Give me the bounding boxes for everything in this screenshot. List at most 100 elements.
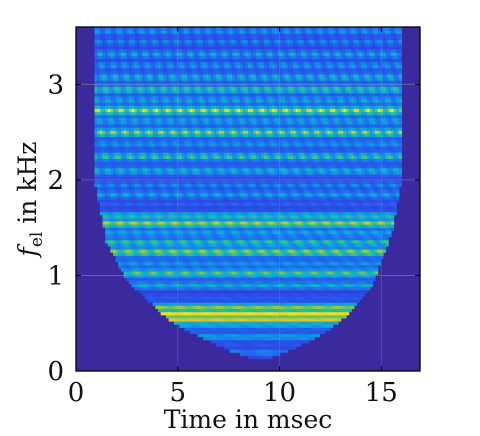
heatmap-cell — [226, 205, 231, 209]
heatmap-cell — [203, 224, 207, 228]
heatmap-cell — [226, 152, 231, 156]
heatmap-cell — [110, 123, 114, 128]
heatmap-cell — [128, 205, 133, 209]
heatmap-cell — [237, 55, 241, 59]
heatmap-cell — [179, 252, 183, 256]
heatmap-cell — [195, 67, 199, 72]
heatmap-cell — [208, 199, 212, 203]
heatmap-cell — [123, 123, 127, 128]
heatmap-cell — [216, 58, 220, 62]
heatmap-cell — [213, 105, 217, 109]
heatmap-cell — [224, 33, 228, 37]
heatmap-cell — [139, 211, 143, 216]
heatmap-cell — [136, 36, 141, 41]
heatmap-cell — [107, 155, 111, 159]
heatmap-cell — [210, 161, 215, 166]
heatmap-cell — [234, 252, 239, 256]
heatmap-cell — [208, 80, 212, 84]
heatmap-cell — [197, 152, 201, 156]
heatmap-cell — [176, 139, 180, 144]
heatmap-cell — [181, 67, 186, 72]
heatmap-cell — [229, 224, 233, 228]
heatmap-cell — [203, 299, 207, 303]
heatmap-cell — [155, 167, 159, 172]
heatmap-cell — [224, 73, 228, 78]
heatmap-cell — [216, 239, 220, 244]
heatmap-cell — [123, 70, 127, 75]
heatmap-cell — [97, 58, 101, 62]
heatmap-cell — [205, 199, 209, 203]
heatmap-cell — [158, 89, 162, 94]
heatmap-cell — [179, 199, 183, 203]
heatmap-cell — [197, 155, 201, 159]
heatmap-cell — [165, 114, 170, 119]
heatmap-cell — [134, 48, 138, 53]
heatmap-cell — [160, 108, 164, 113]
heatmap-cell — [216, 327, 220, 331]
heatmap-cell — [189, 274, 194, 278]
heatmap-cell — [226, 42, 231, 47]
heatmap-cell — [203, 242, 207, 247]
heatmap-cell — [163, 70, 167, 75]
heatmap-cell — [163, 214, 167, 219]
heatmap-cell — [208, 195, 212, 200]
heatmap-cell — [150, 252, 154, 256]
heatmap-cell — [115, 195, 119, 200]
heatmap-cell — [232, 95, 236, 100]
heatmap-cell — [134, 195, 138, 200]
heatmap-cell — [200, 117, 204, 122]
heatmap-cell — [187, 170, 191, 175]
heatmap-cell — [176, 73, 180, 78]
heatmap-cell — [134, 258, 138, 263]
heatmap-cell — [200, 239, 204, 244]
heatmap-cell — [226, 195, 231, 200]
heatmap-cell — [221, 136, 225, 141]
heatmap-cell — [102, 183, 106, 188]
heatmap-cell — [97, 111, 101, 116]
heatmap-cell — [184, 177, 188, 181]
heatmap-cell — [115, 252, 119, 256]
heatmap-cell — [113, 214, 117, 219]
heatmap-cell — [226, 339, 231, 344]
heatmap-cell — [240, 239, 244, 244]
heatmap-cell — [126, 170, 130, 175]
heatmap-cell — [203, 305, 207, 310]
heatmap-cell — [126, 192, 130, 197]
heatmap-cell — [195, 258, 199, 263]
heatmap-cell — [205, 264, 209, 269]
heatmap-cell — [163, 158, 167, 163]
heatmap-cell — [210, 286, 215, 291]
heatmap-cell — [171, 36, 175, 41]
heatmap-cell — [123, 114, 127, 119]
heatmap-cell — [142, 164, 146, 169]
heatmap-cell — [168, 242, 172, 247]
heatmap-cell — [200, 161, 204, 166]
heatmap-cell — [155, 230, 159, 234]
heatmap-cell — [171, 30, 175, 34]
heatmap-cell — [123, 245, 127, 250]
heatmap-cell — [210, 98, 215, 103]
heatmap-cell — [229, 289, 233, 294]
heatmap-cell — [210, 133, 215, 138]
heatmap-cell — [240, 245, 244, 250]
heatmap-cell — [210, 217, 215, 222]
heatmap-cell — [123, 42, 127, 47]
heatmap-cell — [165, 30, 170, 34]
heatmap-cell — [195, 311, 199, 316]
heatmap-cell — [126, 48, 130, 53]
heatmap-cell — [195, 280, 199, 285]
heatmap-cell — [197, 299, 201, 303]
heatmap-cell — [210, 245, 215, 250]
heatmap-cell — [203, 173, 207, 178]
heatmap-cell — [234, 142, 239, 147]
heatmap-cell — [203, 192, 207, 197]
heatmap-cell — [115, 230, 119, 234]
heatmap-cell — [126, 249, 130, 253]
heatmap-cell — [221, 167, 225, 172]
heatmap-cell — [181, 205, 186, 209]
heatmap-cell — [163, 123, 167, 128]
heatmap-cell — [197, 258, 201, 263]
heatmap-cell — [218, 133, 223, 138]
heatmap-cell — [139, 173, 143, 178]
heatmap-cell — [187, 27, 191, 31]
